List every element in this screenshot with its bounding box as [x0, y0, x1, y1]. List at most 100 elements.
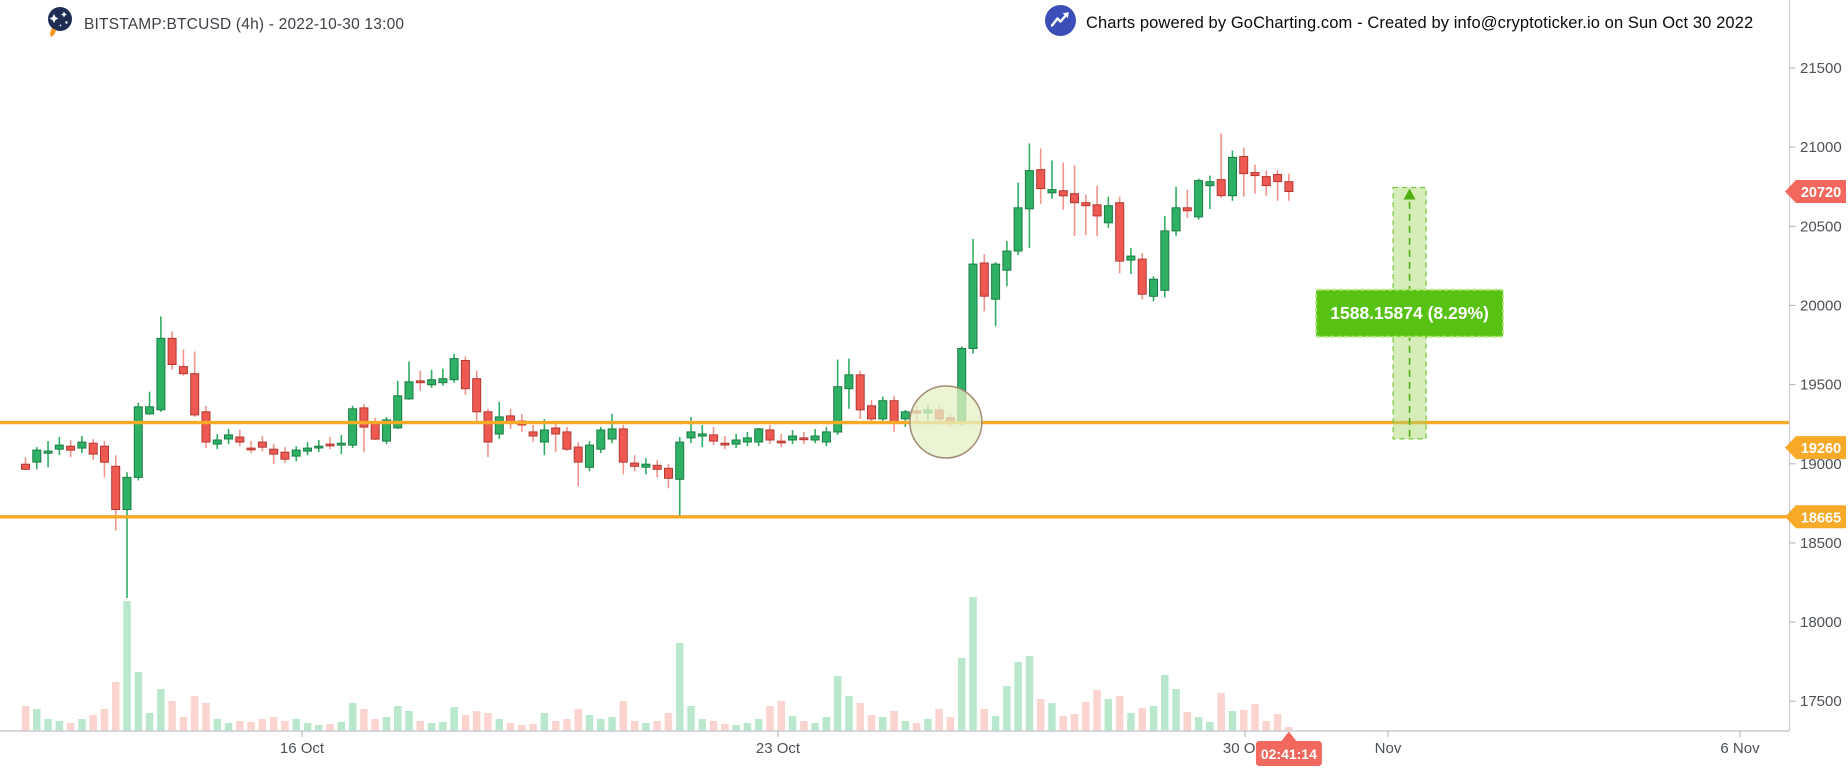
measurement-tool[interactable]: 1588.15874 (8.29%)	[1315, 186, 1505, 440]
volume-bar	[258, 719, 267, 731]
candle-body	[1194, 180, 1204, 218]
candle-body	[145, 406, 155, 415]
candle-body	[1058, 190, 1068, 197]
candle-body	[664, 467, 673, 479]
volume-bar	[766, 706, 774, 731]
candle-body	[1273, 174, 1283, 183]
volume-bar	[608, 717, 616, 731]
candle-body	[1115, 202, 1125, 262]
volume-bar	[112, 682, 120, 731]
candle-body	[765, 429, 775, 441]
volume-bar	[991, 716, 1000, 731]
level-price-badge: 19260	[1785, 436, 1846, 460]
volume-bar	[1104, 699, 1113, 731]
candle-body	[404, 381, 414, 400]
volume-bar	[416, 721, 424, 731]
volume-bar	[732, 725, 740, 731]
candle-body	[1013, 207, 1023, 252]
volume-bar	[800, 721, 808, 731]
volume-bar	[1217, 693, 1225, 731]
candle-body	[1205, 181, 1215, 187]
candle-body	[178, 366, 188, 375]
volume-bar	[1149, 706, 1158, 731]
candle-body	[968, 263, 978, 350]
candle-body	[54, 444, 64, 450]
candle-body	[1250, 172, 1260, 177]
volume-bar	[754, 719, 763, 731]
volume-bar	[901, 721, 910, 731]
volume-bar	[1262, 721, 1270, 731]
measurement-label-box[interactable]	[1315, 288, 1505, 338]
candle-body	[43, 450, 53, 454]
volume-bar	[21, 706, 30, 731]
volume-bar	[213, 719, 221, 731]
volume-bar	[811, 723, 819, 731]
candle-body	[1228, 156, 1237, 197]
price-tick-label: 19000	[1800, 456, 1842, 473]
candle-body	[641, 463, 651, 468]
candle-body	[1036, 169, 1046, 190]
candle-body	[1137, 258, 1147, 295]
volume-bar	[551, 721, 560, 731]
level-price-badge-shape	[1785, 436, 1846, 460]
volume-bar	[958, 658, 966, 731]
volume-bar	[315, 725, 323, 731]
cryptoticker-logo-icon	[44, 6, 74, 43]
candle-body	[1103, 205, 1113, 224]
candle-body	[88, 442, 98, 455]
volume-bar	[405, 711, 413, 731]
volume-bar	[461, 715, 470, 731]
volume-bar	[574, 709, 582, 731]
volume-bar	[518, 725, 526, 731]
volume-bar	[833, 676, 842, 731]
volume-bar	[1285, 727, 1293, 731]
volume-bar	[89, 715, 97, 731]
volume-bar	[1003, 686, 1011, 731]
volume-bar	[1059, 716, 1067, 731]
volume-bar	[348, 703, 357, 731]
volume-bar	[687, 706, 695, 731]
candle-body	[370, 421, 380, 440]
candle-body	[100, 445, 109, 463]
candle-body	[979, 262, 989, 297]
volume-bar	[856, 703, 864, 731]
time-tick-label: 6 Nov	[1720, 740, 1760, 757]
volume-bar	[236, 721, 244, 731]
candle-body	[77, 441, 87, 449]
candle-body	[821, 431, 831, 443]
volume-bar	[224, 723, 233, 731]
volume-bar	[969, 597, 977, 731]
candle-body	[607, 428, 617, 440]
candle-body	[754, 428, 764, 443]
candle-body	[720, 442, 730, 446]
volume-bar	[1093, 690, 1101, 731]
volume-bar	[326, 724, 334, 731]
volume-bar	[495, 719, 503, 731]
highlight-circle[interactable]	[909, 385, 983, 459]
volume-bar	[202, 703, 210, 731]
candle-body	[438, 378, 448, 384]
candle-body	[618, 428, 628, 463]
volume-bar	[78, 719, 86, 731]
candle-body	[21, 463, 30, 470]
price-tick-label: 21500	[1800, 60, 1842, 77]
volume-bar	[709, 721, 718, 731]
candle-body	[314, 445, 324, 449]
volume-bar	[472, 711, 481, 731]
price-tick-label: 20500	[1800, 218, 1842, 235]
volume-bar	[867, 715, 876, 731]
volume-bar	[822, 717, 831, 731]
candle-body	[348, 408, 358, 446]
volume-bar	[360, 709, 368, 731]
level-price-badge-shape	[1785, 505, 1846, 529]
candle-body	[675, 441, 685, 480]
candle-body	[359, 407, 369, 428]
volume-bar	[676, 643, 684, 731]
volume-bar	[1161, 675, 1169, 731]
candle-series	[21, 133, 1294, 598]
volume-bar	[664, 713, 673, 731]
candle-body	[596, 429, 606, 450]
level-price-badge: 18665	[1785, 505, 1846, 529]
candle-body	[539, 429, 549, 443]
volume-bar	[845, 696, 853, 731]
